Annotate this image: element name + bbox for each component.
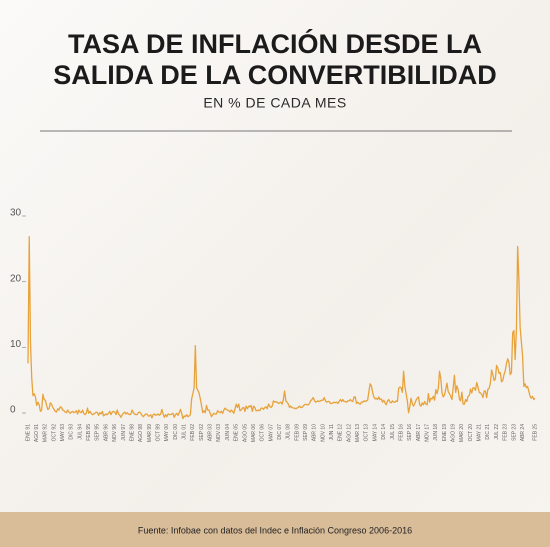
- y-tick-label: 0: [10, 405, 16, 416]
- x-tick-label: JUN 97: [121, 424, 127, 441]
- y-tick-label: 10: [10, 339, 22, 350]
- x-tick-label: DIC 14: [381, 424, 387, 440]
- x-tick-label: MAY 14: [372, 424, 378, 442]
- x-tick-label: AGO 12: [346, 424, 352, 442]
- y-tick-label: 20: [10, 273, 22, 284]
- x-tick-label: OCT 20: [468, 424, 474, 442]
- x-tick-label: SEP 23: [511, 424, 517, 441]
- x-tick-label: ABR 96: [103, 424, 109, 441]
- x-tick-label: MAR 20: [459, 424, 465, 442]
- x-tick-label: OCT 92: [51, 424, 57, 442]
- x-tick-label: FEB 23: [503, 424, 509, 441]
- x-tick-label: FEB 02: [190, 424, 196, 441]
- source-note: Fuente: Infobae con datos del Indec e In…: [138, 525, 412, 535]
- x-tick-label: ENE 98: [129, 424, 135, 441]
- inflation-line: [27, 236, 536, 420]
- x-tick-label: MAR 13: [355, 424, 361, 442]
- x-tick-label: MAR 06: [251, 424, 257, 442]
- x-tick-label: JUN 04: [225, 424, 231, 441]
- x-tick-label: JUN 11: [329, 424, 335, 441]
- x-tick-label: ABR 17: [416, 424, 422, 441]
- x-tick-label: NOV 17: [424, 424, 430, 442]
- x-tick-label: AGO 91: [34, 424, 40, 442]
- x-tick-label: ABR 03: [208, 424, 214, 441]
- x-tick-label: NOV 03: [216, 424, 222, 442]
- x-tick-label: JUL 01: [182, 424, 188, 440]
- x-tick-label: OCT 99: [155, 424, 161, 442]
- x-tick-label: MAY 00: [164, 424, 170, 442]
- x-tick-label: SEP 95: [95, 424, 101, 441]
- x-tick-label: ENE 19: [442, 424, 448, 441]
- x-tick-label: DIC 07: [277, 424, 283, 440]
- y-tick-label: 30: [10, 208, 22, 219]
- x-tick-label: JUL 94: [77, 424, 83, 440]
- x-tick-label: MAR 99: [147, 424, 153, 442]
- x-tick-label: FEB 95: [86, 424, 92, 441]
- footer-band: [0, 512, 550, 547]
- x-tick-label: FEB 16: [398, 424, 404, 441]
- x-tick-label: OCT 13: [364, 424, 370, 442]
- chart-subtitle: EN % DE CADA MES: [203, 95, 346, 111]
- x-tick-label: MAY 93: [60, 424, 66, 442]
- x-tick-label: OCT 06: [260, 424, 266, 442]
- x-tick-label: MAY 07: [268, 424, 274, 442]
- x-tick-label: SEP 09: [303, 424, 309, 441]
- x-tick-label: FEB 09: [294, 424, 300, 441]
- x-tick-label: AGO 98: [138, 424, 144, 442]
- x-tick-label: NOV 96: [112, 424, 118, 442]
- x-tick-label: SEP 16: [407, 424, 413, 441]
- x-tick-label: ABR 24: [520, 424, 526, 441]
- x-tick-label: NOV 10: [320, 424, 326, 442]
- x-tick-label: JUL 08: [286, 424, 292, 440]
- chart-title: SALIDA DE LA CONVERTIBILIDAD: [53, 60, 497, 90]
- x-tick-label: ENE 05: [234, 424, 240, 441]
- x-tick-label: DIC 21: [485, 424, 491, 440]
- x-tick-label: JUL 22: [494, 424, 500, 440]
- x-tick-label: DIC 00: [173, 424, 179, 440]
- x-tick-label: ENE 91: [25, 424, 31, 441]
- x-tick-label: JUN 18: [433, 424, 439, 441]
- chart-title: TASA DE INFLACIÓN DESDE LA: [68, 28, 482, 59]
- x-tick-label: MAR 92: [43, 424, 49, 442]
- x-tick-label: AGO 19: [451, 424, 457, 442]
- x-tick-label: ENE 12: [338, 424, 344, 441]
- x-tick-label: SEP 02: [199, 424, 205, 441]
- x-tick-label: DIC 93: [69, 424, 75, 440]
- x-tick-label: MAY 21: [477, 424, 483, 442]
- x-tick-label: ABR 10: [312, 424, 318, 441]
- x-tick-label: FEB 25: [532, 424, 538, 441]
- x-tick-label: JUL 15: [390, 424, 396, 440]
- x-tick-label: AGO 05: [242, 424, 248, 442]
